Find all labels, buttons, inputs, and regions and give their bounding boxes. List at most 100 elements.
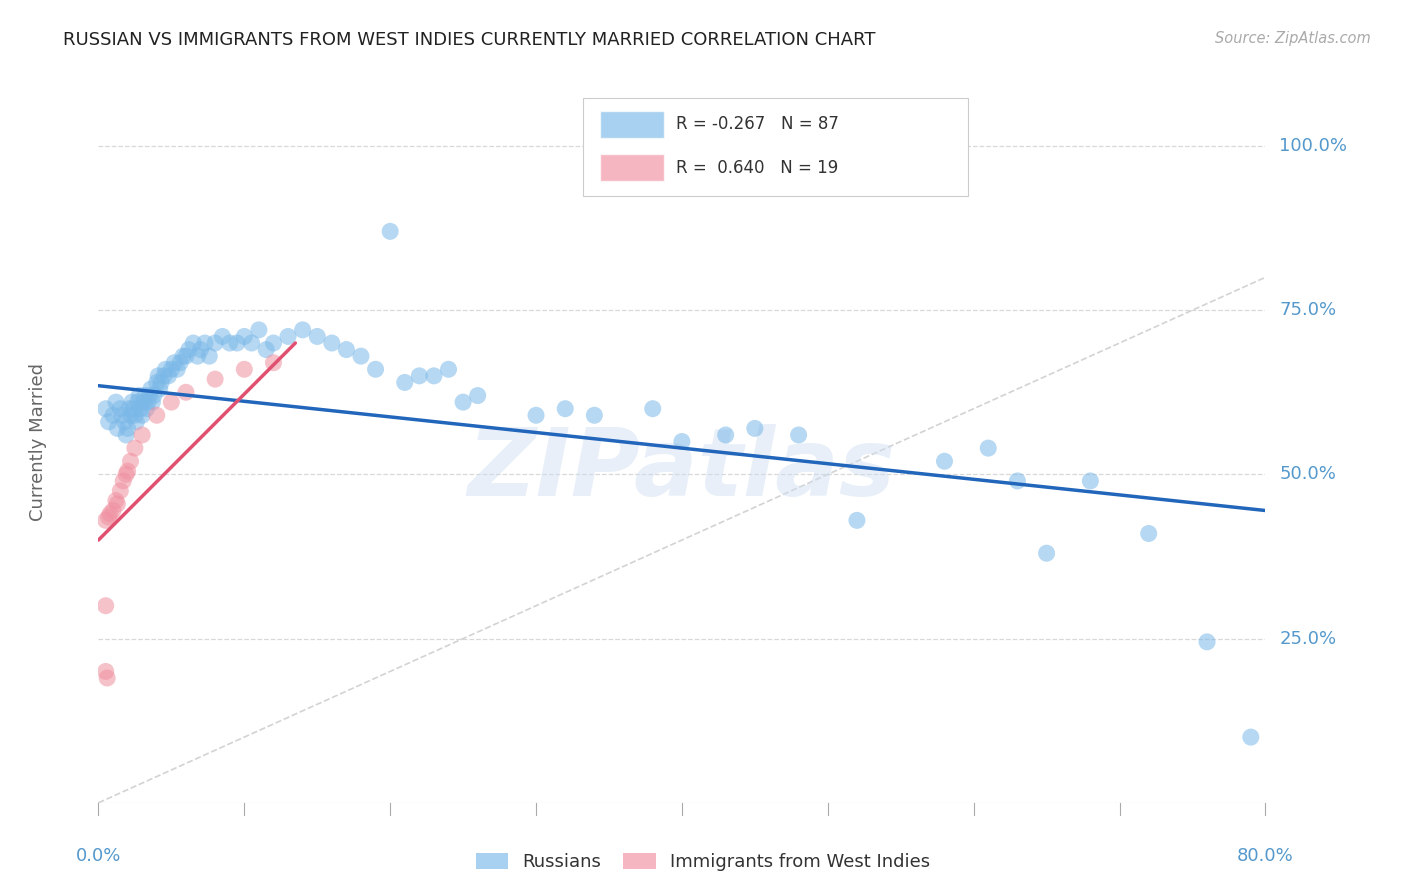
Point [120, 409, 142, 423]
Point [134, 388, 156, 402]
Point [138, 388, 160, 402]
Point [291, 323, 314, 337]
Point [190, 343, 212, 357]
Point [121, 395, 143, 409]
Point [110, 483, 132, 498]
Point [194, 336, 217, 351]
Point [148, 368, 170, 383]
Point [118, 401, 141, 416]
Point [187, 349, 209, 363]
Point [149, 382, 172, 396]
Point [226, 336, 249, 351]
Point [150, 376, 173, 390]
Point [97, 415, 120, 429]
Point [744, 421, 766, 435]
Point [211, 329, 233, 343]
Point [112, 474, 135, 488]
Point [115, 467, 138, 482]
Point [335, 343, 357, 357]
Point [277, 329, 299, 343]
Point [127, 395, 149, 409]
Point [105, 497, 128, 511]
Point [104, 395, 127, 409]
Point [132, 395, 155, 409]
Point [98, 507, 121, 521]
Point [131, 409, 153, 423]
Point [101, 503, 124, 517]
Point [307, 329, 329, 343]
Point [128, 388, 150, 402]
Point [174, 349, 197, 363]
Point [321, 336, 343, 351]
Legend: Russians, Immigrants from West Indies: Russians, Immigrants from West Indies [468, 846, 938, 879]
Point [181, 336, 204, 351]
Point [120, 454, 142, 468]
Point [115, 428, 138, 442]
Point [350, 349, 373, 363]
Text: 50.0%: 50.0% [1279, 466, 1336, 483]
Point [1240, 730, 1263, 744]
FancyBboxPatch shape [582, 98, 967, 196]
Text: Currently Married: Currently Married [28, 362, 46, 521]
Point [135, 401, 157, 416]
Point [117, 421, 139, 435]
Point [160, 395, 183, 409]
Point [166, 362, 188, 376]
Text: ZIPatlas: ZIPatlas [468, 425, 896, 516]
Text: R = -0.267   N = 87: R = -0.267 N = 87 [676, 115, 839, 133]
Point [94, 401, 117, 416]
Point [1080, 474, 1102, 488]
Point [254, 343, 277, 357]
Point [1007, 474, 1029, 488]
Text: 25.0%: 25.0% [1279, 630, 1337, 648]
Point [94, 599, 117, 613]
Point [977, 441, 1000, 455]
Point [141, 395, 163, 409]
Text: 75.0%: 75.0% [1279, 301, 1337, 319]
Point [240, 336, 263, 351]
Point [204, 372, 226, 386]
Point [142, 388, 165, 402]
Point [846, 513, 869, 527]
Point [451, 395, 474, 409]
Point [1195, 635, 1218, 649]
Point [114, 415, 136, 429]
Point [105, 421, 128, 435]
Point [174, 385, 197, 400]
Point [233, 362, 256, 376]
Point [198, 349, 221, 363]
Bar [600, 111, 665, 138]
Point [364, 362, 387, 376]
Point [172, 349, 194, 363]
Point [262, 336, 284, 351]
Point [117, 464, 139, 478]
Point [111, 409, 134, 423]
Point [380, 224, 402, 238]
Text: 80.0%: 80.0% [1237, 847, 1294, 865]
Point [153, 368, 176, 383]
Point [467, 388, 489, 402]
Point [1035, 546, 1057, 560]
Point [787, 428, 810, 442]
Point [204, 336, 226, 351]
Point [157, 368, 180, 383]
Point [110, 401, 132, 416]
Bar [600, 154, 665, 181]
Point [1137, 526, 1160, 541]
Point [554, 401, 576, 416]
Text: 0.0%: 0.0% [76, 847, 121, 865]
Point [124, 441, 146, 455]
Point [131, 428, 153, 442]
Point [394, 376, 416, 390]
Point [163, 356, 186, 370]
Point [160, 362, 183, 376]
Point [714, 428, 737, 442]
Point [671, 434, 693, 449]
Text: Source: ZipAtlas.com: Source: ZipAtlas.com [1215, 31, 1371, 46]
Point [934, 454, 956, 468]
Point [101, 409, 124, 423]
Point [97, 510, 120, 524]
Point [122, 401, 145, 416]
Point [408, 368, 430, 383]
Point [247, 323, 270, 337]
